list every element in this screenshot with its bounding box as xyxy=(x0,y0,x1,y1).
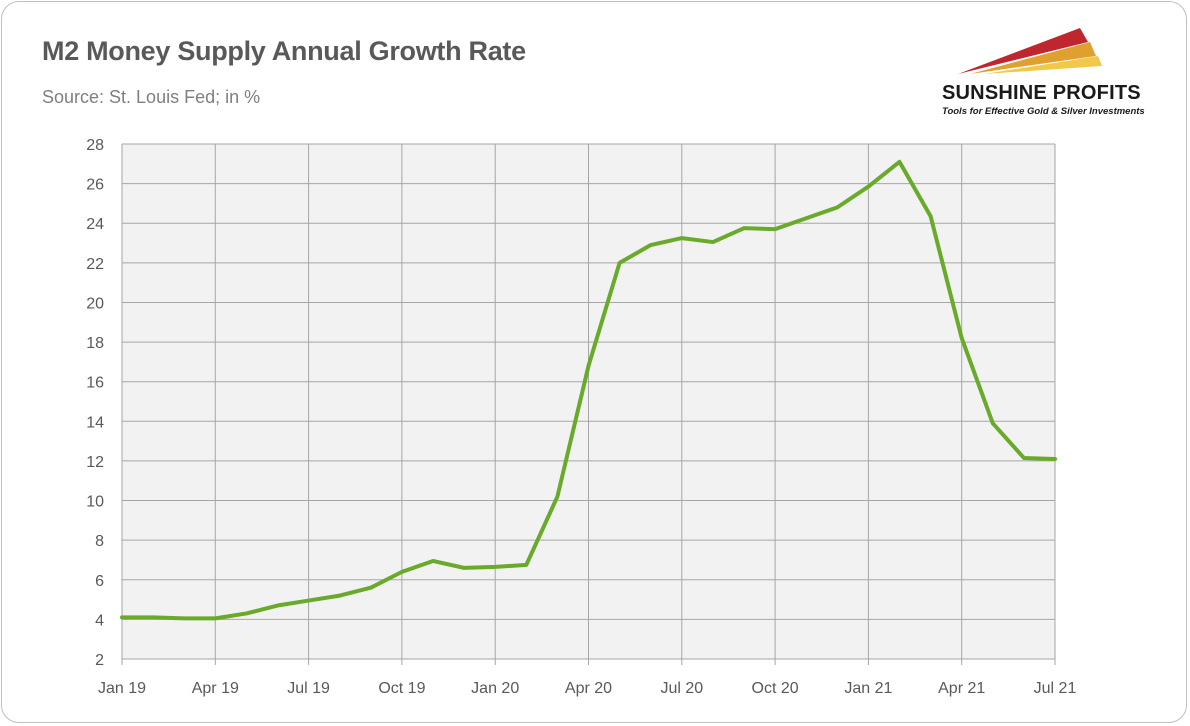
y-tick-label: 4 xyxy=(95,612,104,629)
chart-title: M2 Money Supply Annual Growth Rate xyxy=(42,36,526,66)
y-tick-label: 14 xyxy=(86,414,104,431)
y-tick-label: 24 xyxy=(86,216,104,233)
x-gridlines xyxy=(121,144,1056,659)
logo-name: SUNSHINE PROFITS xyxy=(942,82,1141,104)
x-tick-label: Jul 20 xyxy=(660,680,703,697)
x-tick-label: Oct 20 xyxy=(752,680,799,697)
x-axis-labels: Jan 19 Apr 19 Jul 19 Oct 19 Jan 20 Apr 20 Jul … xyxy=(98,680,1076,697)
y-tick-label: 18 xyxy=(86,335,104,352)
chart-subtitle: Source: St. Louis Fed; in % xyxy=(42,87,261,107)
y-tick-label: 12 xyxy=(86,454,104,471)
series-line xyxy=(120,159,1057,621)
y-tick-label: 8 xyxy=(95,533,104,550)
logo-rays-icon xyxy=(958,28,1102,74)
x-tick-label: Apr 19 xyxy=(192,680,239,697)
y-tick-label: 10 xyxy=(86,494,104,511)
y-tick-label: 22 xyxy=(86,256,104,273)
y-tick-label: 16 xyxy=(86,375,104,392)
x-tick-label: Jan 21 xyxy=(844,680,892,697)
y-tick-label: 26 xyxy=(86,177,104,194)
x-tick-label: Jul 19 xyxy=(287,680,330,697)
x-axis-ticks xyxy=(121,658,1056,665)
sunshine-profits-logo: SUNSHINE PROFITS Tools for Effective Gol… xyxy=(930,18,1175,123)
y-tick-label: 20 xyxy=(86,295,104,312)
x-tick-label: Jul 21 xyxy=(1034,680,1077,697)
y-tick-label: 28 xyxy=(86,137,104,154)
x-tick-label: Oct 19 xyxy=(378,680,425,697)
x-tick-label: Apr 21 xyxy=(938,680,985,697)
logo-tagline: Tools for Effective Gold & Silver Invest… xyxy=(942,106,1145,117)
y-tick-label: 6 xyxy=(95,573,104,590)
y-tick-label: 2 xyxy=(95,652,104,669)
x-tick-label: Apr 20 xyxy=(565,680,612,697)
x-tick-label: Jan 20 xyxy=(471,680,519,697)
x-tick-label: Jan 19 xyxy=(98,680,146,697)
